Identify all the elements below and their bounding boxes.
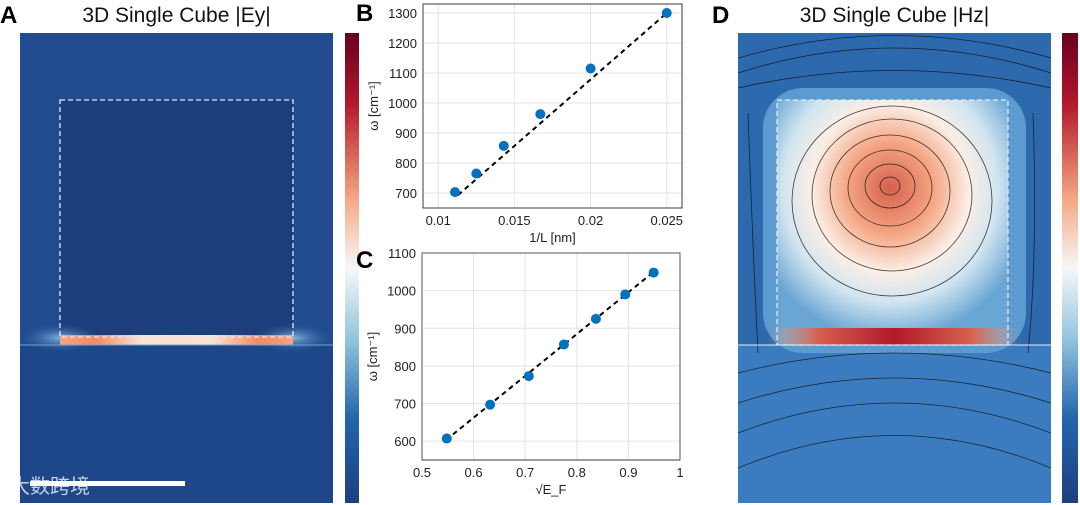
chart-c-ytick-label: 1100 <box>388 246 416 261</box>
chart-c-ytick-label: 1000 <box>387 284 416 299</box>
chart-b-frame <box>422 3 683 209</box>
chart-b-plot-area <box>422 3 683 209</box>
chart-c-ytick-label: 900 <box>394 321 416 336</box>
chart-c-xlabel: √E_F <box>536 482 567 497</box>
chart-c-plot-area <box>421 252 681 461</box>
chart-c-data-point <box>523 371 534 382</box>
chart-b-ytick-label: 1100 <box>389 66 417 81</box>
chart-c-data-point <box>648 267 659 278</box>
colorbar-a <box>345 33 359 503</box>
chart-b-ytick-label: 900 <box>395 126 417 141</box>
chart-c-xtick-label: 0.9 <box>619 465 637 480</box>
panel-a-label: A <box>0 2 18 29</box>
chart-b-ytick-label: 800 <box>395 156 417 171</box>
chart-c-data-point <box>590 313 601 324</box>
chart-c-fit-line <box>452 271 655 436</box>
chart-c-ytick-label: 800 <box>394 359 416 374</box>
scale-bar <box>30 481 185 486</box>
chart-c-xtick-label: 1 <box>676 465 683 480</box>
chart-c-data-point <box>620 289 631 300</box>
chart-b-ytick-label: 1300 <box>388 6 417 21</box>
chart-c-xtick-label: 0.6 <box>465 465 483 480</box>
chart-c-xtick-label: 0.7 <box>516 465 534 480</box>
chart-b-data-point <box>498 140 509 151</box>
chart-c-data-point <box>558 339 569 350</box>
chart-b-data-point <box>471 168 482 179</box>
chart-c-ytick-label: 700 <box>394 397 416 412</box>
chart-b-xtick-label: 0.025 <box>650 213 683 228</box>
chart-b-ytick-label: 1000 <box>388 96 417 111</box>
panel-c-label: C <box>356 247 374 274</box>
chart-b-data-point <box>661 8 672 18</box>
chart-c-data-point <box>441 433 452 444</box>
chart-b-xtick-label: 0.01 <box>426 213 451 228</box>
chart-c-data-point <box>485 399 496 410</box>
panel-d-title: 3D Single Cube |Hz| <box>799 4 990 27</box>
panel-a-title: 3D Single Cube |Ey| <box>82 4 271 27</box>
chart-b-xtick-label: 0.015 <box>498 213 531 228</box>
chart-c-ylabel: ω [cm⁻¹] <box>365 332 380 382</box>
ey-field-map <box>20 33 333 503</box>
chart-b-fit-line <box>457 12 668 196</box>
chart-b-xlabel: 1/L [nm] <box>529 230 575 245</box>
chart-b-ytick-label: 1200 <box>388 36 417 51</box>
panel-d-label: D <box>712 2 730 29</box>
hz-field-map <box>738 33 1051 503</box>
chart-b-data-point <box>449 187 460 198</box>
panel-b-label: B <box>356 0 374 27</box>
chart-c-ytick-label: 600 <box>394 434 416 449</box>
chart-b-xtick-label: 0.02 <box>578 213 603 228</box>
watermark: 大数跨境 <box>10 476 90 498</box>
colorbar-d <box>1062 33 1078 503</box>
chart-b-ytick-label: 700 <box>395 186 417 201</box>
chart-c-xtick-label: 0.5 <box>413 465 431 480</box>
chart-b-data-point <box>535 109 546 120</box>
chart-c-frame <box>421 252 681 461</box>
chart-b-data-point <box>585 63 596 74</box>
chart-c-xtick-label: 0.8 <box>568 465 586 480</box>
chart-b-ylabel: ω [cm⁻¹] <box>366 81 381 131</box>
